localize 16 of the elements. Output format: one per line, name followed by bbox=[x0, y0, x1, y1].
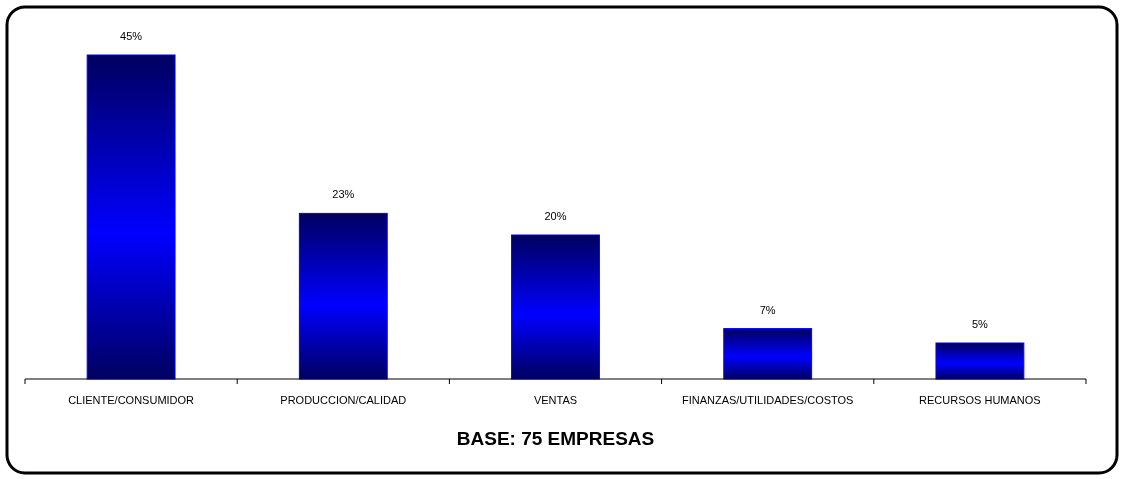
x-tick-label: RECURSOS HUMANOS bbox=[919, 394, 1041, 406]
data-label: 7% bbox=[759, 303, 776, 316]
data-label: 23% bbox=[332, 188, 355, 201]
data-label: 45% bbox=[120, 30, 143, 42]
bar bbox=[935, 342, 1025, 380]
bar bbox=[298, 212, 388, 380]
bar bbox=[723, 328, 813, 380]
bar bbox=[86, 54, 176, 380]
x-tick-label: FINANZAS/UTILIDADES/COSTOS bbox=[681, 394, 854, 406]
x-tick-label: VENTAS bbox=[533, 394, 578, 406]
x-tick-label: PRODUCCION/CALIDAD bbox=[280, 394, 407, 406]
data-label: 20% bbox=[544, 210, 567, 222]
x-tick-label: CLIENTE/CONSUMIDOR bbox=[68, 394, 195, 406]
data-label: 5% bbox=[971, 318, 989, 330]
text: BASE: 75 EMPRESAS bbox=[456, 428, 655, 449]
bar bbox=[511, 234, 600, 380]
